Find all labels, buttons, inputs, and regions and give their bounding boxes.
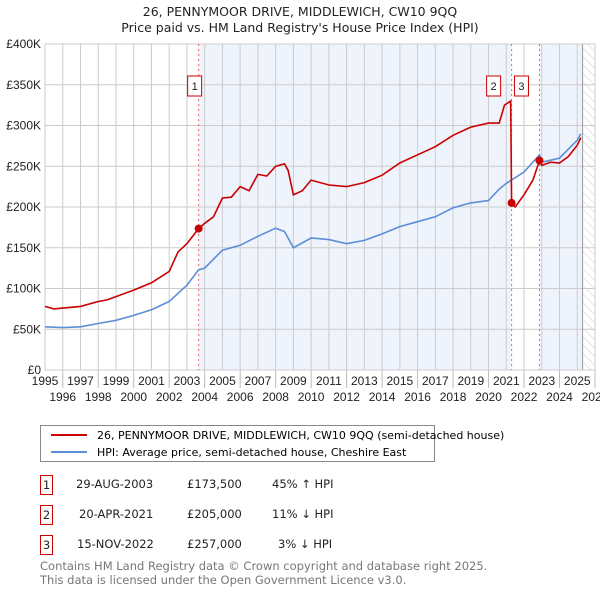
- x-tick-label: 2012: [333, 390, 360, 404]
- y-tick-label: £350K: [6, 78, 41, 92]
- x-tick-label: 2017: [422, 374, 449, 388]
- chart-subtitle: Price paid vs. HM Land Registry's House …: [121, 20, 479, 35]
- sale-date: 20-APR-2021: [79, 507, 154, 521]
- sale-hpi-diff: 45% ↑ HPI: [272, 477, 334, 491]
- x-tick-label: 2023: [528, 374, 555, 388]
- sale-date: 15-NOV-2022: [77, 537, 154, 551]
- sale-marker-label: 1: [192, 81, 198, 93]
- x-tick-label: 2010: [298, 390, 325, 404]
- sale-price: £257,000: [187, 537, 242, 551]
- x-tick-label: 2015: [386, 374, 413, 388]
- x-tick-label: 2005: [209, 374, 236, 388]
- x-tick-label: 2009: [280, 374, 307, 388]
- x-tick-label: 1998: [85, 390, 112, 404]
- x-tick-label: 2003: [174, 374, 201, 388]
- x-tick-label: 2021: [493, 374, 520, 388]
- sale-point: [535, 156, 544, 165]
- x-tick-label: 2018: [440, 390, 467, 404]
- sale-point: [194, 224, 203, 233]
- y-tick-label: £200K: [6, 200, 41, 214]
- legend-item-hpi: HPI: Average price, semi-detached house,…: [51, 444, 406, 460]
- footer-copyright: Contains HM Land Registry data © Crown c…: [40, 559, 488, 573]
- x-tick-label: 2024: [546, 390, 573, 404]
- x-tick-label: 2016: [404, 390, 431, 404]
- y-tick-label: £100K: [6, 282, 41, 296]
- sale-price: £205,000: [187, 507, 242, 521]
- x-tick-label: 2002: [156, 390, 183, 404]
- y-tick-label: £400K: [6, 37, 41, 51]
- legend-label: HPI: Average price, semi-detached house,…: [97, 445, 407, 459]
- x-tick-label: 2000: [120, 390, 147, 404]
- legend: 26, PENNYMOOR DRIVE, MIDDLEWICH, CW10 9Q…: [40, 425, 504, 462]
- y-tick-label: £50K: [13, 322, 41, 336]
- sale-marker-label: 2: [491, 81, 497, 93]
- x-tick-label: 1995: [32, 374, 59, 388]
- legend-item-property: 26, PENNYMOOR DRIVE, MIDDLEWICH, CW10 9Q…: [51, 427, 504, 443]
- chart-title: 26, PENNYMOOR DRIVE, MIDDLEWICH, CW10 9Q…: [142, 4, 458, 19]
- x-tick-label: 1996: [49, 390, 76, 404]
- x-tick-label: 2011: [316, 374, 342, 388]
- x-tick-label: 2022: [511, 390, 538, 404]
- sale-marker-label: 3: [518, 81, 524, 93]
- sale-date: 29-AUG-2003: [76, 477, 154, 491]
- legend-label: 26, PENNYMOOR DRIVE, MIDDLEWICH, CW10 9Q…: [97, 428, 505, 442]
- x-tick-label: 2006: [227, 390, 254, 404]
- legend-swatch-red: [51, 434, 87, 436]
- price-paid-line: [44, 99, 582, 310]
- x-tick-label: 2019: [457, 374, 484, 388]
- x-tick-label: 2004: [191, 390, 218, 404]
- legend-swatch-blue: [51, 451, 87, 453]
- hpi-line: [44, 133, 582, 329]
- sale-marker-box: [486, 75, 502, 97]
- x-tick-label: 2013: [351, 374, 378, 388]
- x-tick-label: 2020: [475, 390, 502, 404]
- x-tick-label: 2008: [262, 390, 289, 404]
- x-tick-label: 2026: [582, 390, 600, 404]
- plot-border: [44, 43, 596, 371]
- x-tick-label: 2025: [564, 374, 591, 388]
- sale-point: [507, 198, 516, 207]
- sale-marker-label: 3: [40, 535, 53, 555]
- x-tick-label: 2001: [138, 374, 165, 388]
- sale-hpi-diff: 3% ↓ HPI: [278, 537, 333, 551]
- x-tick-label: 1997: [67, 374, 94, 388]
- sale-marker-box: [513, 75, 529, 97]
- sale-marker-label: 2: [40, 505, 53, 525]
- x-tick-label: 2014: [369, 390, 396, 404]
- x-tick-label: 1999: [103, 374, 130, 388]
- sale-marker-box: [187, 75, 203, 97]
- sale-price: £173,500: [187, 477, 242, 491]
- y-tick-label: £150K: [6, 241, 41, 255]
- sale-hpi-diff: 11% ↓ HPI: [272, 507, 334, 521]
- y-tick-label: £250K: [6, 159, 41, 173]
- footer-licence: This data is licensed under the Open Gov…: [40, 573, 407, 587]
- x-tick-label: 2007: [245, 374, 272, 388]
- sale-marker-label: 1: [40, 475, 53, 495]
- y-tick-label: £300K: [6, 119, 41, 133]
- plot-area: 1995 1996 1997 1998 1999 2000 2001 2002 2003 2004…: [6, 37, 600, 404]
- y-tick-label: £0: [28, 363, 42, 377]
